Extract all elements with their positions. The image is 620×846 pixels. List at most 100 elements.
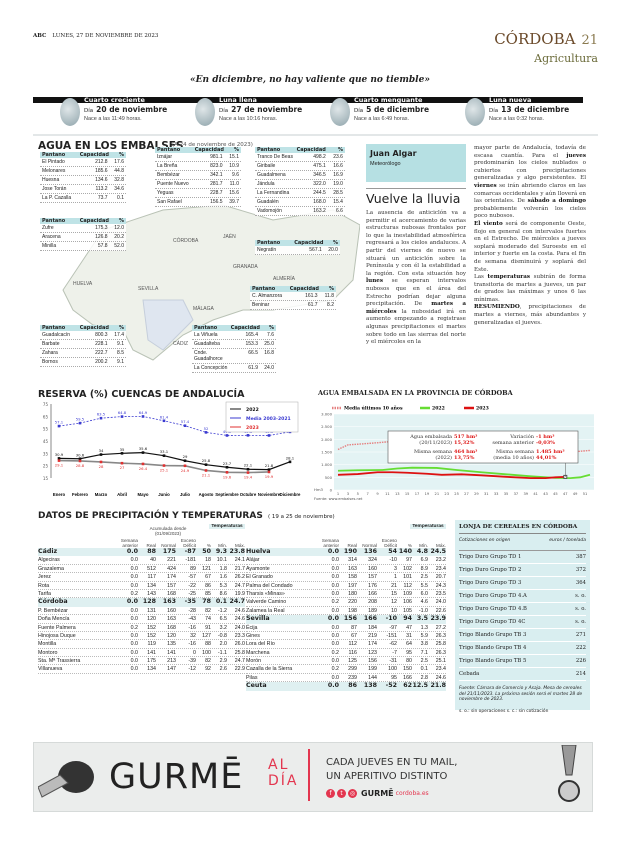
annotation-text: semana anterior	[492, 440, 534, 446]
moon-phase-label: Cuarto creciente	[84, 96, 145, 104]
reservoir-row: La Fernandina 244.5 28.5	[255, 189, 345, 198]
facebook-icon[interactable]: f	[326, 789, 335, 798]
reservoir-capacity: 57.8	[97, 243, 108, 249]
precip-table-right: Semana anterior Real Normal Exceso Déficit%…	[246, 524, 446, 691]
reservoir-percent: 24.0	[264, 365, 274, 371]
twitter-icon[interactable]: t	[337, 789, 346, 798]
data-point	[141, 462, 145, 466]
temp-min: 4.6	[420, 599, 428, 606]
annotation-text: 13,75%	[454, 455, 475, 461]
temp-min: 8.6	[219, 590, 227, 597]
data-point	[183, 459, 187, 463]
reservoir-capacity: 175.3	[95, 225, 108, 231]
temp-max: 24.7	[234, 582, 245, 589]
x-tick-label: 3	[347, 492, 349, 496]
ad-line-1: CADA JUEVES EN TU MAIL,	[326, 757, 458, 768]
gurme-advert[interactable]: GURMĒ AL DÍA CADA JUEVES EN TU MAIL, UN A…	[33, 742, 593, 812]
normal: 163	[162, 598, 176, 606]
temp-min: 12.5	[412, 682, 428, 690]
reservoir-percent: 32.8	[114, 177, 124, 183]
real: 116	[348, 649, 357, 656]
prev-week: 0.2	[331, 649, 339, 656]
percent: 101	[403, 574, 412, 581]
reservoir-table-header: Pantano Capacidad%	[250, 286, 336, 292]
temp-max: 25.8	[234, 649, 245, 656]
reservoir-row: Zufre 175.3 12.0	[40, 224, 126, 233]
moon-date: Día 5 de diciembre	[354, 105, 429, 114]
real: 87	[351, 624, 357, 631]
temp-min: 2.5	[420, 574, 428, 581]
instagram-icon[interactable]: ◎	[348, 789, 357, 798]
map-city-label: ALMERÍA	[273, 275, 296, 282]
reservoir-percent: 7.6	[267, 332, 274, 338]
cereal-price: s. o.	[575, 606, 586, 612]
data-point	[99, 460, 103, 464]
brand: ABC	[33, 33, 47, 39]
real: 131	[147, 607, 156, 614]
station-row: Villanueva 0.0 134 147 -12 92 2.6 22.9	[38, 665, 245, 674]
station-name: Sta. Mª Trassierra	[38, 658, 81, 665]
reservoir-percent: 10.9	[229, 163, 239, 169]
reservoir-capacity: 165.4	[245, 332, 258, 338]
reservoir-capacity: 322.0	[313, 181, 326, 187]
normal: 424	[167, 565, 176, 572]
prev-week: 0.0	[130, 565, 138, 572]
y-tick-label: 1.000	[321, 462, 332, 467]
moon-day: 27 de noviembre	[231, 105, 303, 114]
reservoir-name: Tranco De Beas	[257, 154, 293, 160]
column-header: Capacidad	[230, 325, 261, 331]
reservoir-percent: 11.8	[324, 293, 334, 299]
x-tick-label: 49	[573, 492, 578, 496]
data-point	[288, 460, 292, 464]
reservoir-row: C. Almanzora 161.3 11.8	[250, 292, 336, 301]
reservoir-capacity: 168.0	[313, 199, 326, 205]
excess-deficit: 15	[391, 590, 397, 597]
percent: 78	[202, 598, 211, 606]
data-point	[183, 464, 187, 468]
column-header: Pantano	[257, 240, 281, 246]
temp-min: 9.3	[215, 548, 227, 555]
data-label: 24.9	[181, 468, 190, 473]
moon-day-prefix: Día	[219, 108, 229, 114]
normal: 166	[363, 615, 377, 623]
page-header-left: ABC LUNES, 27 DE NOVIEMBRE DE 2023	[33, 33, 158, 39]
reservoir-row: Barbate 228.1 9.1	[40, 340, 126, 349]
temp-max: 24.6	[435, 674, 446, 681]
station-row: Cazalla de la Sierra 0.2 299 199 100 150 0.1 23…	[246, 665, 446, 674]
reservoir-percent: 28.5	[333, 190, 343, 196]
temp-min: 2.0	[219, 641, 227, 648]
x-tick-label: 23	[444, 492, 449, 496]
cereal-row: Trigo Duro Grupo TD 4C s. o.	[459, 616, 586, 629]
percent: 97	[406, 557, 412, 564]
data-label: 61.4	[160, 414, 169, 419]
normal: 138	[363, 682, 377, 690]
reservoir-percent: 9.1	[117, 341, 124, 347]
column-header: Mín.	[419, 543, 428, 548]
x-tick-label: Febrero	[72, 492, 88, 497]
normal: 120	[167, 632, 176, 639]
province-row: Cádiz 0.0 88 175 -87 50 9.3 23.8	[38, 548, 245, 557]
prev-week: 0.0	[331, 641, 339, 648]
section-name: CÓRDOBA	[494, 30, 576, 48]
reservoir-capacity: 475.1	[313, 163, 326, 169]
column-header: Pantano	[42, 152, 66, 158]
cereal-name: Trigo Duro Grupo TD 1	[459, 554, 522, 560]
ad-domain[interactable]: cordoba.es	[395, 790, 429, 797]
precip-table-left: Semana anterior Real Normal Exceso Déficit%…	[38, 524, 245, 674]
normal: 219	[368, 632, 377, 639]
ad-logo: GURMĒ	[361, 789, 394, 798]
reservoir-name: Melonares	[42, 168, 66, 174]
x-tick-label: 19	[425, 492, 430, 496]
x-tick-label: Septiembre	[215, 492, 239, 497]
reservoir-name: Minilla	[42, 243, 57, 249]
station-name: Villanueva	[38, 666, 63, 673]
reservoir-row: Guadalmena 346.5 16.9	[255, 171, 345, 180]
normal: 324	[368, 557, 377, 564]
temp-max: 23.2	[435, 557, 446, 564]
moon-day-prefix: Día	[84, 108, 94, 114]
annotation-text: Misma semana	[414, 449, 452, 455]
reservoir-capacity: 222.7	[95, 350, 108, 356]
column-header: Exceso Déficit	[180, 538, 196, 548]
reservoir-row: Iznájar 981.1 15.1	[155, 153, 241, 162]
column-header: Mín.	[218, 543, 227, 548]
